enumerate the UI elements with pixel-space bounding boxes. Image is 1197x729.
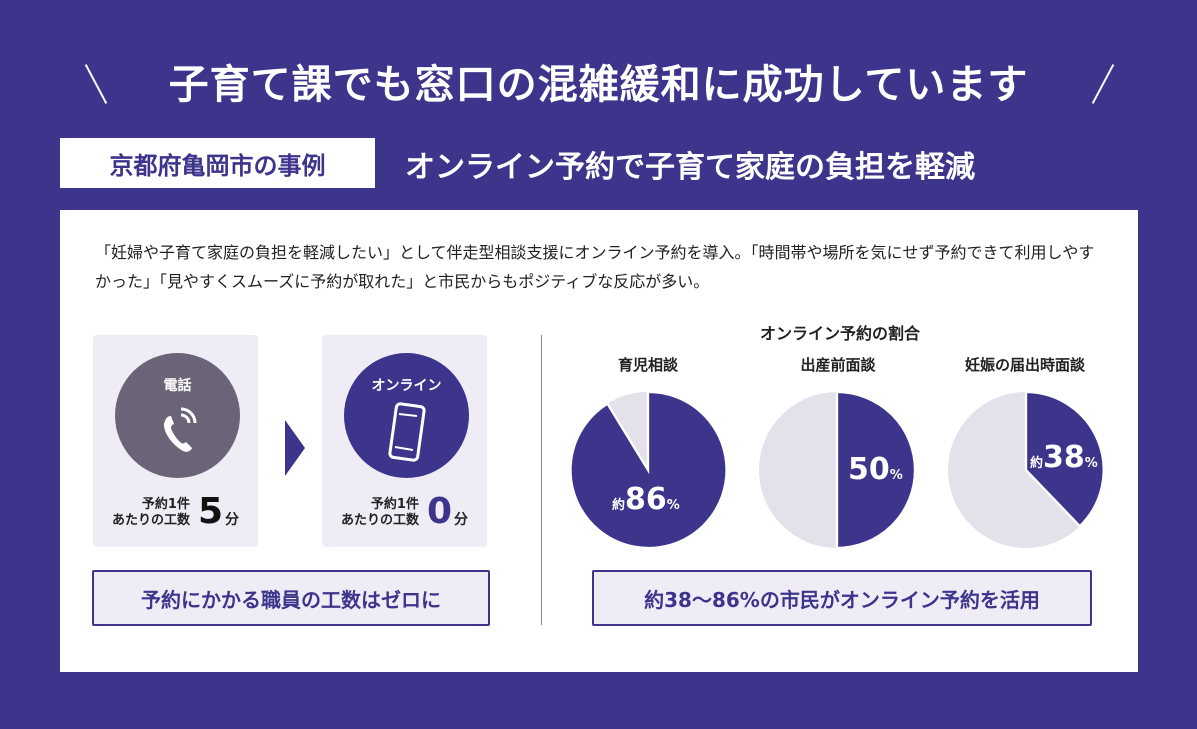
- pie-label-2: 出産前面談: [800, 356, 876, 374]
- phone-icon: [163, 407, 196, 452]
- pie-value-3: 約38%: [1030, 440, 1098, 475]
- phone-cost-value: 5: [197, 491, 224, 532]
- pie-label-1: 育児相談: [617, 356, 678, 374]
- phone-cost: 予約1件 あたりの工数 5 分: [93, 491, 258, 532]
- headline: 子育て課でも窓口の混雑緩和に成功しています: [168, 62, 1029, 108]
- pie-chart-1: [570, 392, 726, 548]
- pie-chart-3: [948, 392, 1104, 548]
- online-cost: 予約1件 あたりの工数 0 分: [322, 491, 487, 532]
- cost-label-1: 予約1件: [141, 497, 190, 512]
- phone-circle: 電話: [115, 353, 240, 478]
- arrow-right-icon: [285, 420, 305, 476]
- pie-summary-box: 約38〜86%の市民がオンライン予約を活用: [592, 570, 1092, 626]
- pie-label-3: 妊娠の届出時面談: [964, 356, 1085, 374]
- pie-value-1: 約86%: [612, 482, 680, 517]
- online-circle: オンライン: [344, 353, 469, 478]
- pie-chart-2: [759, 392, 915, 548]
- cost-unit: 分: [225, 512, 240, 528]
- description-text: 「妊婦や子育て家庭の負担を軽減したい」として伴走型相談支援にオンライン予約を導入…: [95, 243, 1095, 291]
- staff-summary-box: 予約にかかる職員の工数はゼロに: [92, 570, 490, 626]
- online-cost-value: 0: [426, 491, 453, 532]
- case-tag: 京都府亀岡市の事例: [60, 138, 375, 188]
- cost-label-2: あたりの工数: [111, 513, 190, 528]
- online-card: オンライン 予約1件 あたりの工数 0 分: [322, 335, 487, 547]
- cost-unit: 分: [454, 512, 469, 528]
- pie-value-2: 50%: [848, 452, 903, 487]
- subheadline: オンライン予約で子育て家庭の負担を軽減: [405, 150, 975, 185]
- cost-label-1: 予約1件: [370, 497, 419, 512]
- smartphone-icon: [387, 402, 426, 462]
- phone-title: 電話: [163, 378, 192, 394]
- cost-label-2: あたりの工数: [340, 513, 419, 528]
- divider: [541, 335, 542, 625]
- chart-title: オンライン予約の割合: [759, 324, 920, 343]
- phone-card: 電話 予約1件 あたりの工数 5 分: [93, 335, 258, 547]
- online-title: オンライン: [371, 378, 442, 394]
